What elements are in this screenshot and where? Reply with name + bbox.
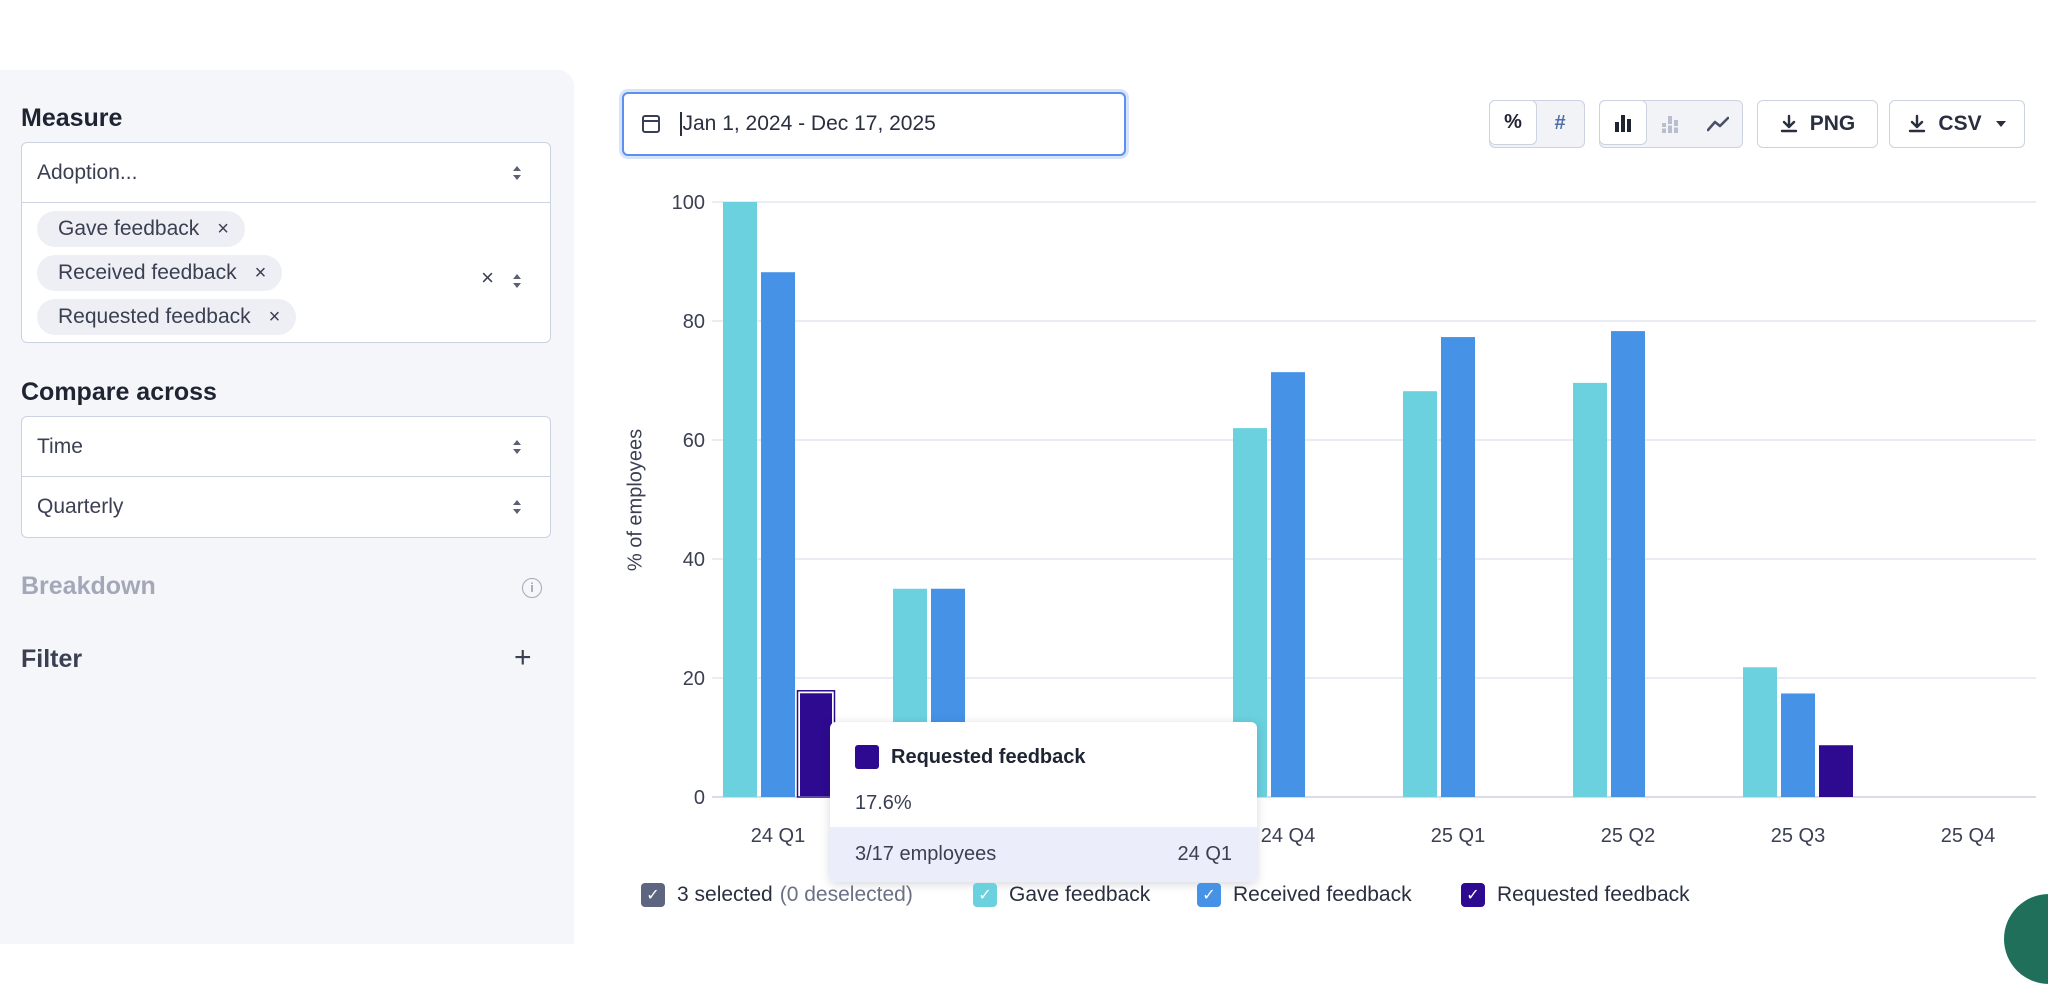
- clear-all-icon[interactable]: ×: [481, 265, 494, 290]
- select-arrows-icon: [512, 165, 522, 181]
- x-tick-label: 25 Q4: [1941, 825, 1995, 847]
- tooltip-swatch: [855, 745, 879, 769]
- y-axis-title: % of employees: [624, 428, 647, 572]
- legend-checkbox[interactable]: ✓: [973, 883, 997, 907]
- chip-requested-feedback: Requested feedback ×: [37, 299, 297, 335]
- x-tick-label: 25 Q3: [1771, 825, 1825, 847]
- add-filter-icon[interactable]: +: [514, 641, 532, 674]
- y-tick-label: 20: [683, 668, 705, 690]
- y-tick-label: 100: [672, 192, 705, 214]
- chip-gave-feedback: Gave feedback ×: [37, 211, 245, 247]
- legend-item-gave-feedback[interactable]: ✓ Gave feedback: [973, 879, 1150, 911]
- chart-type-toggle: [1599, 100, 1743, 148]
- count-button[interactable]: #: [1554, 112, 1566, 134]
- bar: [798, 691, 834, 799]
- download-icon: [1908, 114, 1926, 134]
- bar: [1819, 745, 1853, 797]
- tooltip-series: Requested feedback: [891, 745, 1086, 768]
- x-tick-label: 25 Q1: [1431, 825, 1485, 847]
- measure-field-group: Adoption... Gave feedback × Received fee…: [21, 142, 551, 343]
- compare-select-value: Time: [37, 434, 83, 458]
- bar: [1743, 667, 1777, 797]
- line-chart-button[interactable]: [1694, 101, 1742, 146]
- chart-tooltip: Requested feedback 17.6% 3/17 employees …: [830, 722, 1257, 882]
- filter-title: Filter: [21, 645, 83, 673]
- bar: [761, 272, 795, 798]
- bar: [1271, 372, 1305, 797]
- x-tick-label: 24 Q1: [751, 825, 805, 847]
- select-arrows-icon: [512, 273, 522, 289]
- select-all-checkbox[interactable]: ✓: [641, 883, 665, 907]
- legend-item-requested-feedback[interactable]: ✓ Requested feedback: [1461, 879, 1690, 911]
- chip-received-feedback: Received feedback ×: [37, 255, 283, 291]
- text-cursor: [680, 112, 682, 136]
- chip-label: Gave feedback: [58, 217, 200, 240]
- line-chart-icon: [1707, 116, 1729, 131]
- breakdown-title: Breakdown: [21, 572, 156, 600]
- y-tick-label: 60: [683, 430, 705, 452]
- y-tick-label: 40: [683, 549, 705, 571]
- bar: [723, 202, 757, 797]
- legend-label: Requested feedback: [1497, 883, 1690, 906]
- chip-remove-icon[interactable]: ×: [254, 261, 267, 284]
- percent-button[interactable]: %: [1489, 100, 1537, 145]
- x-tick-label: 25 Q2: [1601, 825, 1655, 847]
- interval-select[interactable]: Quarterly: [22, 477, 550, 537]
- calendar-icon: [642, 115, 660, 133]
- bar: [1403, 391, 1437, 797]
- tooltip-detail: 3/17 employees: [855, 843, 997, 865]
- csv-label: CSV: [1938, 112, 1982, 135]
- chip-remove-icon[interactable]: ×: [268, 305, 281, 328]
- chevron-down-icon: [1995, 121, 2006, 127]
- legend-checkbox[interactable]: ✓: [1461, 883, 1485, 907]
- tooltip-value: 17.6%: [855, 792, 912, 814]
- value-mode-toggle: % #: [1489, 100, 1585, 148]
- bar: [1441, 337, 1475, 797]
- metrics-multiselect[interactable]: Gave feedback × Received feedback × Requ…: [22, 203, 550, 340]
- compare-select[interactable]: Time: [22, 417, 550, 477]
- download-csv-button[interactable]: CSV: [1889, 100, 2025, 148]
- chip-label: Requested feedback: [58, 305, 251, 328]
- png-label: PNG: [1809, 112, 1856, 135]
- selected-count: 3 selected: [677, 883, 773, 906]
- download-png-button[interactable]: PNG: [1757, 100, 1878, 148]
- measure-select-value: Adoption...: [37, 160, 138, 184]
- select-arrows-icon: [512, 439, 522, 455]
- tooltip-category: 24 Q1: [1177, 843, 1232, 865]
- legend-item-received-feedback[interactable]: ✓ Received feedback: [1197, 879, 1412, 911]
- measure-select[interactable]: Adoption...: [22, 143, 550, 203]
- bar: [1611, 331, 1645, 797]
- info-icon[interactable]: i: [522, 578, 542, 598]
- legend-checkbox[interactable]: ✓: [1197, 883, 1221, 907]
- bar-chart-icon: [1615, 114, 1631, 132]
- chip-label: Received feedback: [58, 261, 237, 284]
- compare-title: Compare across: [21, 378, 217, 406]
- compare-field-group: Time Quarterly: [21, 416, 551, 538]
- select-arrows-icon: [512, 499, 522, 515]
- interval-select-value: Quarterly: [37, 495, 124, 518]
- measure-title: Measure: [21, 104, 123, 132]
- download-icon: [1780, 114, 1798, 134]
- x-tick-label: 24 Q4: [1261, 825, 1315, 847]
- date-range-value: Jan 1, 2024 - Dec 17, 2025: [682, 112, 936, 135]
- stacked-bar-button[interactable]: [1646, 101, 1694, 146]
- legend-label: Received feedback: [1233, 883, 1412, 906]
- legend-label: Gave feedback: [1009, 883, 1151, 906]
- legend-select-all[interactable]: ✓ 3 selected (0 deselected): [641, 879, 913, 911]
- date-range-input[interactable]: Jan 1, 2024 - Dec 17, 2025: [622, 92, 1126, 156]
- stacked-bar-icon: [1662, 115, 1678, 133]
- deselected-count: (0 deselected): [779, 883, 913, 906]
- y-tick-label: 80: [683, 311, 705, 333]
- chip-remove-icon[interactable]: ×: [217, 217, 229, 240]
- bar: [1781, 693, 1815, 797]
- bar: [1573, 382, 1607, 797]
- y-tick-label: 0: [694, 787, 705, 809]
- bar-chart-button[interactable]: [1599, 100, 1647, 145]
